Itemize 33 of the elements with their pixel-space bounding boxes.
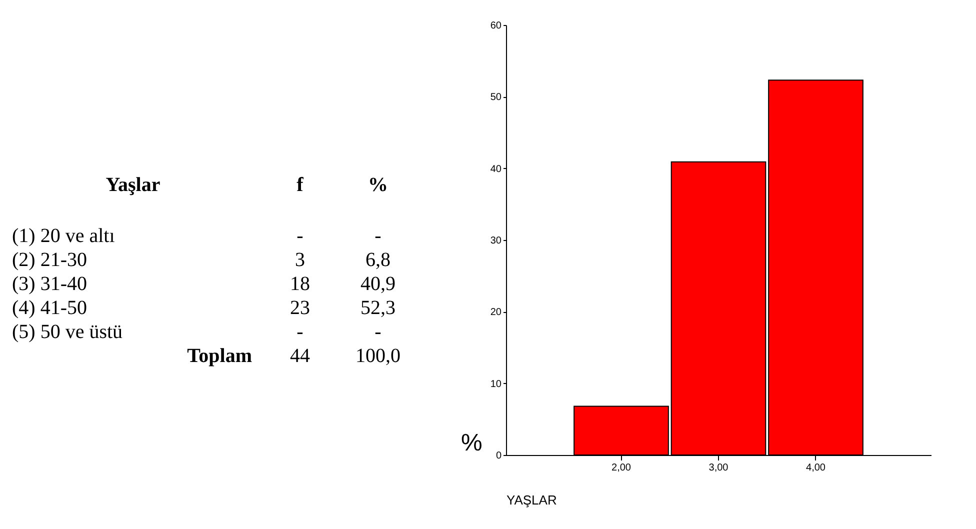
- text: 23: [290, 297, 310, 319]
- text: (2) 21-30: [12, 249, 87, 271]
- text: Yaşlar: [106, 174, 160, 196]
- text: (4) 41-50: [12, 297, 87, 319]
- y-tick-label: 50: [490, 92, 502, 104]
- y-tick-label: 20: [490, 307, 502, 318]
- x-axis-title: YAŞLAR: [506, 492, 557, 508]
- text: %: [368, 174, 388, 196]
- y-tick-label: 0: [496, 450, 502, 462]
- text: 44: [290, 345, 310, 367]
- text: -: [374, 321, 382, 343]
- text: (5) 50 ve üstü: [12, 321, 123, 343]
- text: (3) 31-40: [12, 273, 87, 295]
- y-axis-title: %: [461, 430, 482, 456]
- text: 40,9: [360, 273, 396, 295]
- text: (1) 20 ve altı: [12, 225, 116, 247]
- text: 6,8: [366, 249, 390, 271]
- text: f: [296, 174, 304, 196]
- y-tick-label: 60: [490, 20, 502, 32]
- text: 3: [295, 249, 305, 271]
- text: 100,0: [356, 345, 400, 367]
- x-tick-label: 3,00: [708, 462, 729, 474]
- text: -: [296, 321, 304, 343]
- y-tick-label: 10: [490, 378, 502, 390]
- y-tick-label: 40: [490, 164, 502, 175]
- text: 52,3: [360, 297, 396, 319]
- text: -: [374, 225, 382, 247]
- text: -: [296, 225, 304, 247]
- y-tick-label: 30: [490, 236, 502, 246]
- x-tick-label: 4,00: [806, 462, 826, 474]
- x-tick-label: 2,00: [612, 462, 632, 474]
- text: Toplam: [187, 345, 252, 367]
- text: 18: [290, 273, 310, 295]
